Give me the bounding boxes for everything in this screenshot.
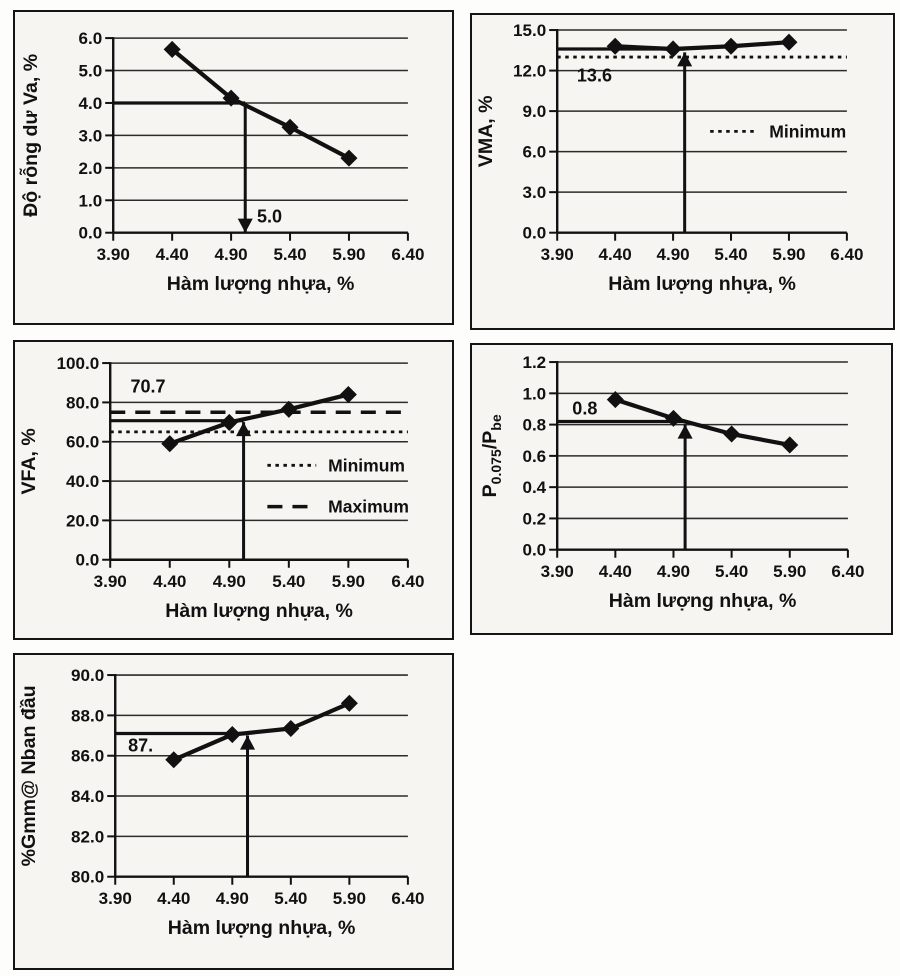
svg-text:80.0: 80.0	[66, 393, 99, 412]
svg-text:4.90: 4.90	[216, 889, 249, 908]
svg-text:86.0: 86.0	[71, 747, 104, 766]
svg-text:5.40: 5.40	[273, 245, 306, 264]
svg-text:VMA, %: VMA, %	[475, 96, 497, 168]
svg-text:Maximum: Maximum	[328, 497, 409, 517]
svg-text:4.90: 4.90	[213, 572, 246, 591]
svg-text:1.0: 1.0	[523, 384, 547, 403]
svg-text:6.0: 6.0	[522, 143, 546, 162]
svg-text:5.40: 5.40	[715, 562, 748, 581]
svg-text:4.40: 4.40	[156, 245, 189, 264]
chart-p075-pbe: 0.0 0.2 0.4 0.6 0.8 1.0 1.2 3.90 4.40 4.90 5.40 5.9…	[479, 353, 864, 612]
chart-panel-p075-pbe: 0.0 0.2 0.4 0.6 0.8 1.0 1.2 3.90 4.40 4.90 5.40 5.9…	[470, 343, 893, 635]
svg-text:Minimum: Minimum	[328, 455, 405, 475]
svg-text:Độ rỗng dư Va, %: Độ rỗng dư Va, %	[18, 54, 42, 217]
svg-text:4.90: 4.90	[657, 245, 690, 264]
svg-text:0.0: 0.0	[79, 224, 103, 243]
svg-text:6.40: 6.40	[830, 245, 863, 264]
svg-text:3.90: 3.90	[99, 889, 132, 908]
svg-text:3.90: 3.90	[541, 562, 574, 581]
svg-text:88.0: 88.0	[71, 706, 104, 725]
svg-text:80.0: 80.0	[71, 868, 104, 887]
svg-text:5.90: 5.90	[332, 245, 365, 264]
svg-text:12.0: 12.0	[513, 62, 546, 81]
svg-text:87.: 87.	[128, 736, 153, 756]
svg-text:5.40: 5.40	[274, 889, 307, 908]
svg-text:Hàm lượng nhựa, %: Hàm lượng nhựa, %	[609, 590, 797, 612]
svg-text:6.40: 6.40	[391, 245, 424, 264]
svg-text:3.0: 3.0	[79, 126, 103, 145]
svg-text:5.90: 5.90	[772, 245, 805, 264]
svg-text:5.90: 5.90	[332, 572, 365, 591]
svg-text:Hàm lượng nhựa, %: Hàm lượng nhựa, %	[168, 917, 356, 939]
svg-text:0.0: 0.0	[522, 224, 546, 243]
svg-text:4.40: 4.40	[153, 572, 186, 591]
chart-air-voids-va: 0.0 1.0 2.0 3.0 4.0 5.0 6.0 3.90 4.40 4.90 5.40 5.9…	[18, 29, 424, 295]
svg-text:40.0: 40.0	[66, 472, 99, 491]
svg-text:5.40: 5.40	[272, 572, 305, 591]
svg-text:5.0: 5.0	[257, 206, 282, 226]
svg-text:5.0: 5.0	[79, 62, 103, 81]
svg-text:1.0: 1.0	[79, 191, 103, 210]
chart-vfa: 0.0 20.0 40.0 60.0 80.0 100.0 3.90 4.40 4.90 5.40…	[18, 354, 424, 622]
svg-text:Minimum: Minimum	[769, 121, 846, 141]
svg-text:3.0: 3.0	[522, 183, 546, 202]
svg-text:20.0: 20.0	[66, 511, 99, 530]
svg-text:%Gmm@ Nban đầu: %Gmm@ Nban đầu	[18, 685, 40, 866]
svg-text:6.40: 6.40	[391, 889, 424, 908]
chart-vma: 0.0 3.0 6.0 9.0 12.0 15.0 3.90 4.40 4.90 5.40 5.90…	[475, 21, 863, 295]
svg-text:90.0: 90.0	[71, 666, 104, 685]
svg-text:6.40: 6.40	[391, 572, 424, 591]
svg-text:13.6: 13.6	[577, 65, 612, 85]
svg-text:4.40: 4.40	[599, 245, 632, 264]
chart-panel-air-voids: 0.0 1.0 2.0 3.0 4.0 5.0 6.0 3.90 4.40 4.90 5.40 5.9…	[13, 10, 454, 325]
svg-text:4.40: 4.40	[599, 562, 632, 581]
svg-text:VFA, %: VFA, %	[18, 428, 40, 494]
chart-panel-gmm-ninitial: 80.0 82.0 84.0 86.0 88.0 90.0 3.90 4.40 4.90 5.40…	[13, 653, 454, 970]
svg-text:4.40: 4.40	[157, 889, 190, 908]
svg-text:Hàm lượng nhựa, %: Hàm lượng nhựa, %	[165, 600, 353, 622]
svg-text:84.0: 84.0	[71, 787, 104, 806]
svg-text:4.90: 4.90	[215, 245, 248, 264]
svg-text:0.6: 0.6	[523, 447, 547, 466]
svg-text:P0.075/Pbe: P0.075/Pbe	[479, 414, 504, 497]
svg-text:0.0: 0.0	[76, 551, 100, 570]
svg-text:4.0: 4.0	[79, 94, 103, 113]
svg-text:5.90: 5.90	[333, 889, 366, 908]
svg-text:Hàm lượng nhựa, %: Hàm lượng nhựa, %	[167, 273, 355, 295]
svg-text:70.7: 70.7	[130, 377, 165, 397]
svg-text:1.2: 1.2	[523, 353, 547, 372]
svg-text:3.90: 3.90	[94, 572, 127, 591]
svg-text:5.90: 5.90	[773, 562, 806, 581]
chart-panel-vma: 0.0 3.0 6.0 9.0 12.0 15.0 3.90 4.40 4.90 5.40 5.90…	[470, 13, 895, 330]
svg-text:0.4: 0.4	[523, 478, 547, 497]
svg-text:Hàm lượng nhựa, %: Hàm lượng nhựa, %	[608, 273, 796, 295]
svg-text:9.0: 9.0	[522, 102, 546, 121]
chart-gmm-ninitial: 80.0 82.0 84.0 86.0 88.0 90.0 3.90 4.40 4.90 5.40…	[18, 666, 424, 939]
svg-text:6.0: 6.0	[79, 29, 103, 48]
svg-text:3.90: 3.90	[541, 245, 574, 264]
svg-text:6.40: 6.40	[831, 562, 864, 581]
svg-text:4.90: 4.90	[657, 562, 690, 581]
svg-text:2.0: 2.0	[79, 159, 103, 178]
svg-text:60.0: 60.0	[66, 433, 99, 452]
svg-text:0.8: 0.8	[523, 416, 547, 435]
chart-panel-vfa: 0.0 20.0 40.0 60.0 80.0 100.0 3.90 4.40 4.90 5.40…	[13, 340, 454, 640]
svg-text:0.0: 0.0	[523, 541, 547, 560]
svg-text:100.0: 100.0	[57, 354, 100, 373]
svg-text:0.2: 0.2	[523, 509, 547, 528]
svg-text:5.40: 5.40	[714, 245, 747, 264]
svg-text:3.90: 3.90	[97, 245, 130, 264]
svg-text:82.0: 82.0	[71, 827, 104, 846]
svg-text:15.0: 15.0	[513, 21, 546, 40]
svg-text:0.8: 0.8	[572, 398, 597, 418]
